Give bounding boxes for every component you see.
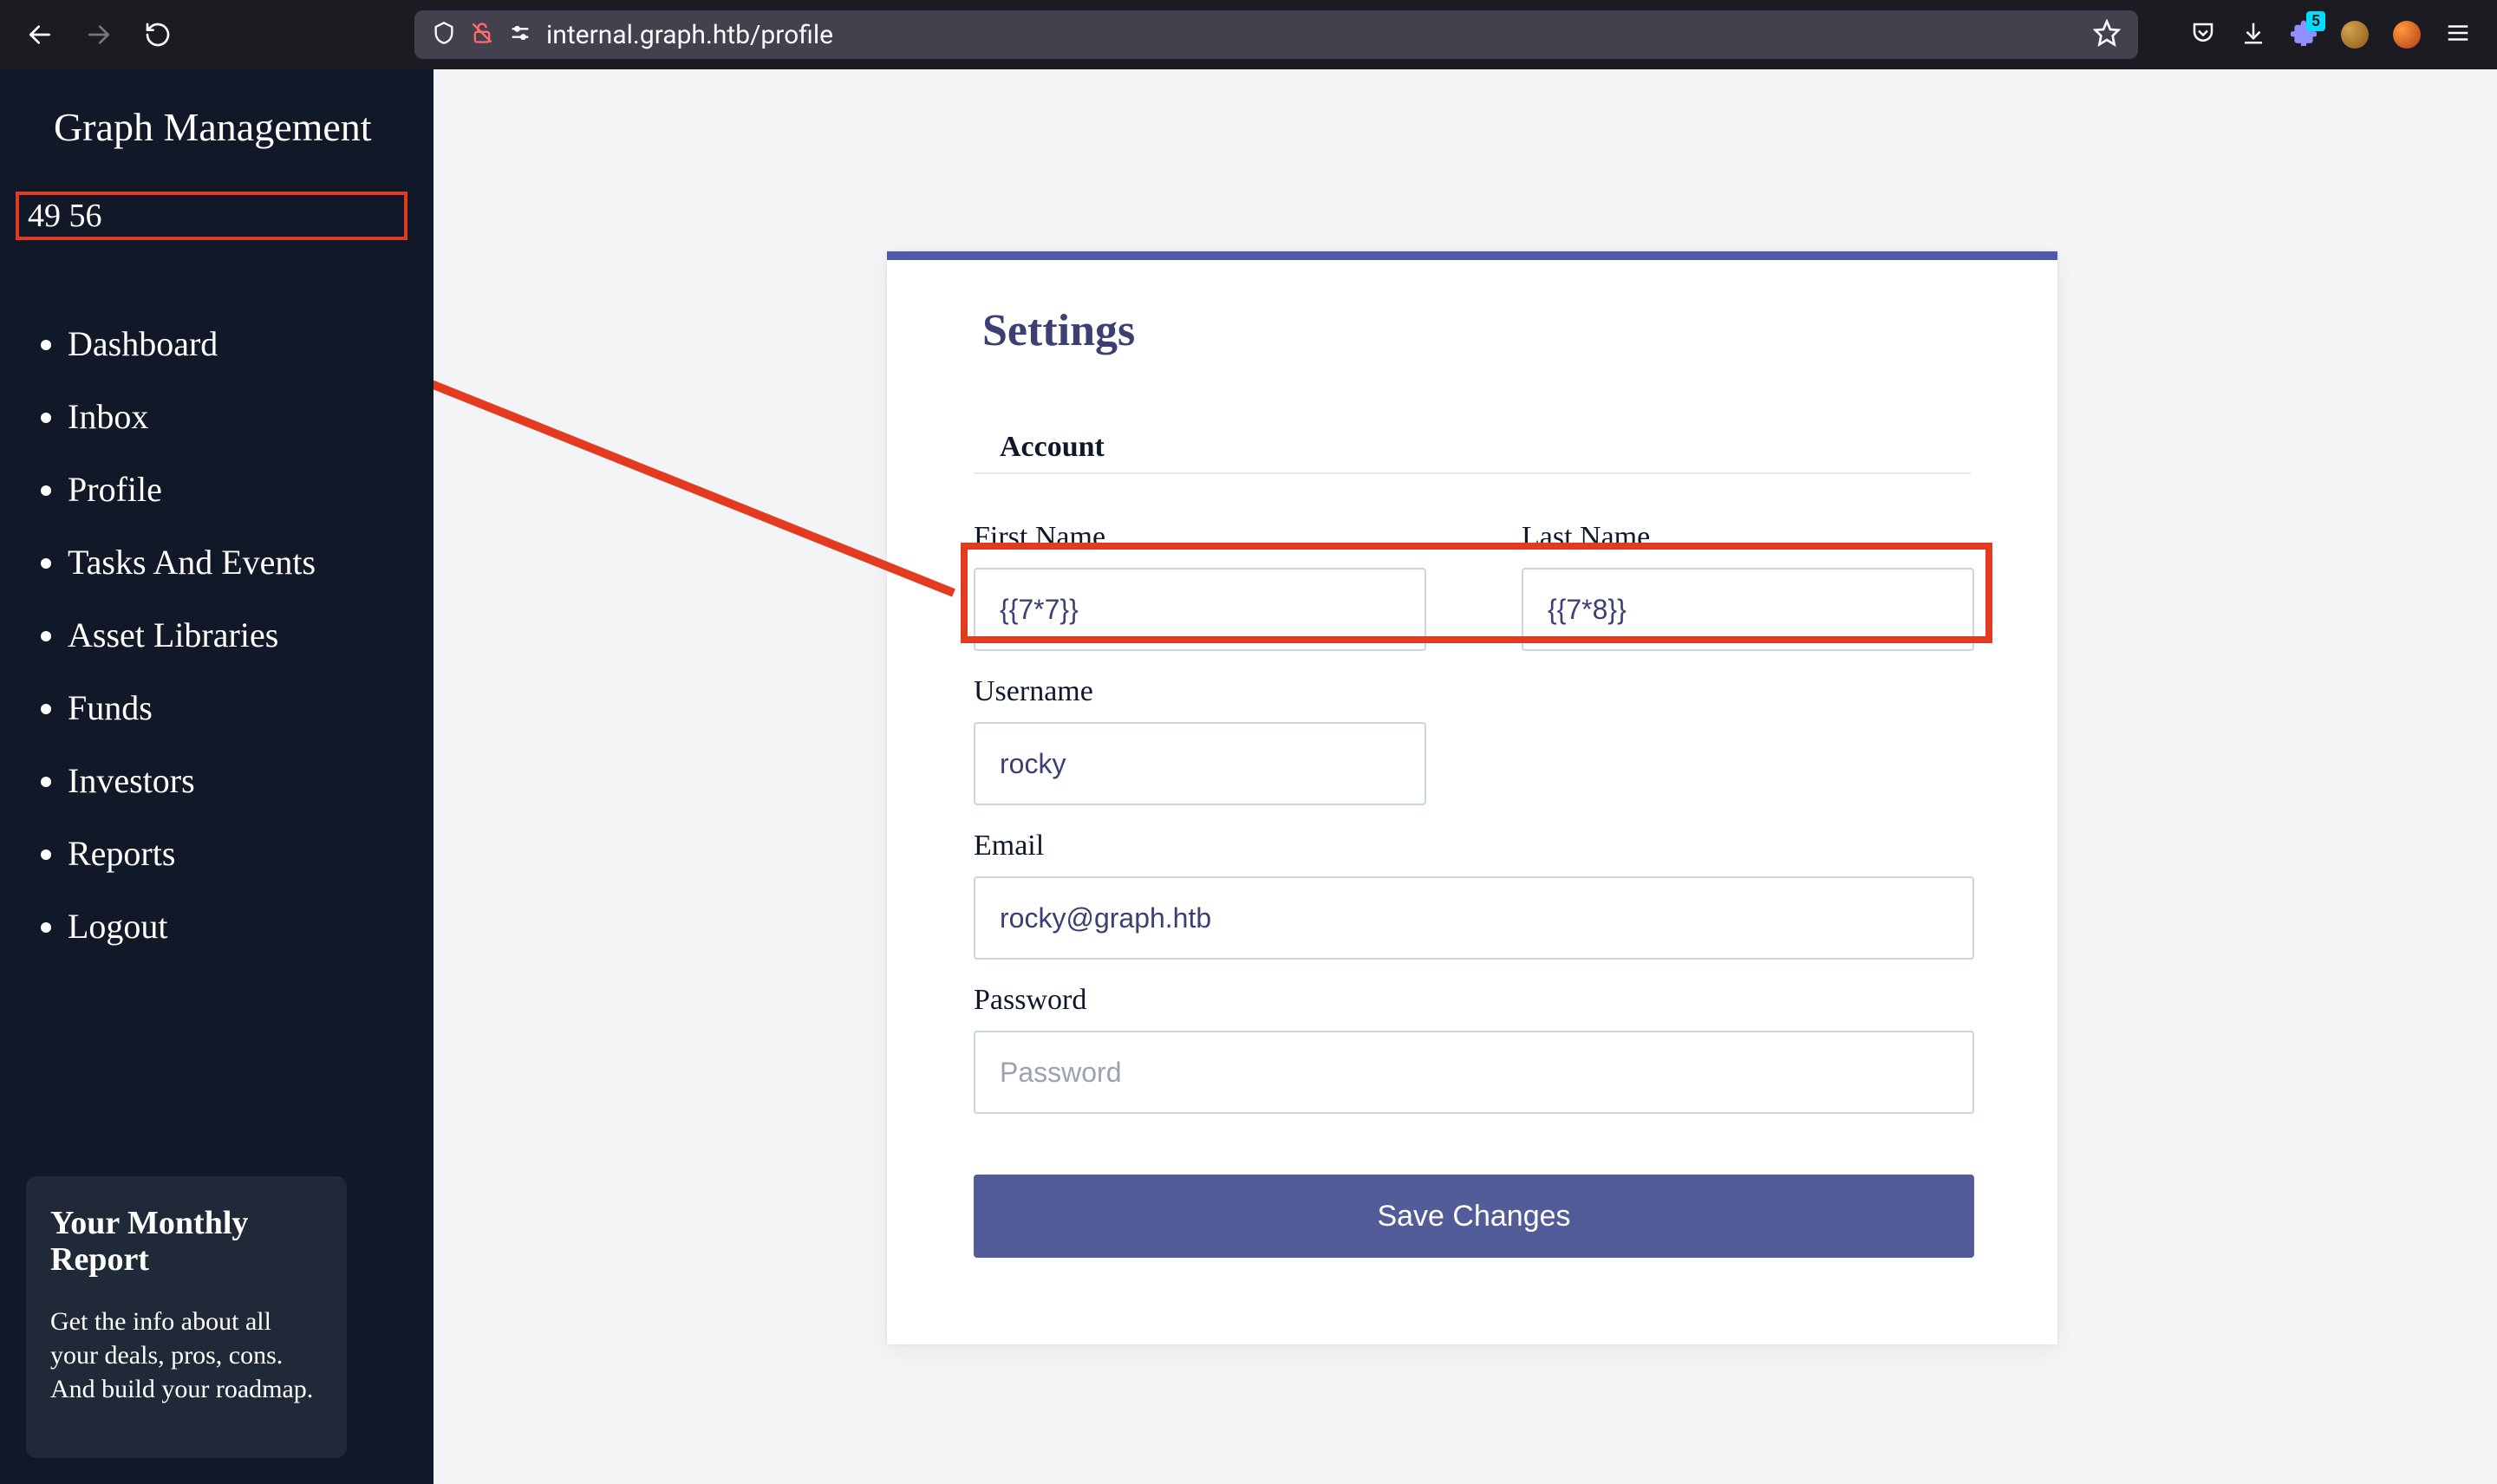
sidebar-item-reports[interactable]: Reports <box>68 836 407 871</box>
nav-buttons <box>26 21 172 49</box>
settings-title: Settings <box>974 305 1971 356</box>
bookmark-star-icon[interactable] <box>2093 19 2121 50</box>
email-field: Email <box>974 805 1974 960</box>
sidebar-item-funds[interactable]: Funds <box>68 691 407 726</box>
url-text[interactable]: internal.graph.htb/profile <box>546 20 2079 50</box>
first-name-field: First Name <box>974 497 1426 651</box>
settings-card: Settings Account First Name Last Name Us… <box>887 251 2057 1344</box>
lock-warning-icon[interactable] <box>470 21 494 49</box>
sidebar-item-asset-libraries[interactable]: Asset Libraries <box>68 618 407 653</box>
extensions-icon[interactable]: 5 <box>2291 20 2317 49</box>
promo-card: Your Monthly Report Get the info about a… <box>26 1176 347 1458</box>
pocket-icon[interactable] <box>2190 20 2216 49</box>
last-name-label: Last Name <box>1522 521 1974 554</box>
sidebar-nav: Dashboard Inbox Profile Tasks And Events… <box>26 327 407 982</box>
username-field: Username <box>974 651 1426 805</box>
last-name-field: Last Name <box>1522 497 1974 651</box>
username-input[interactable] <box>974 722 1426 805</box>
promo-text: Get the info about all your deals, pros,… <box>50 1305 323 1406</box>
username-label: Username <box>974 675 1426 708</box>
sidebar: Graph Management 49 56 Dashboard Inbox P… <box>0 69 434 1484</box>
user-display-box: 49 56 <box>16 192 407 240</box>
email-label: Email <box>974 830 1974 862</box>
reload-icon[interactable] <box>144 21 172 49</box>
sidebar-item-logout[interactable]: Logout <box>68 909 407 944</box>
email-input[interactable] <box>974 876 1974 960</box>
extensions-badge-count: 5 <box>2306 11 2325 31</box>
first-name-label: First Name <box>974 521 1426 554</box>
profile-avatar-icon[interactable] <box>2393 21 2421 49</box>
sidebar-item-investors[interactable]: Investors <box>68 764 407 798</box>
last-name-input[interactable] <box>1522 568 1974 651</box>
settings-form: First Name Last Name Username Email <box>974 497 1971 1258</box>
account-section-header: Account <box>974 431 1971 474</box>
brand-title: Graph Management <box>54 104 407 150</box>
back-icon[interactable] <box>26 21 54 49</box>
sidebar-item-dashboard[interactable]: Dashboard <box>68 327 407 361</box>
forward-icon[interactable] <box>85 21 113 49</box>
profile-cookie-icon[interactable] <box>2341 21 2369 49</box>
hamburger-menu-icon[interactable] <box>2445 20 2471 49</box>
save-row: Save Changes <box>974 1114 1974 1258</box>
password-input[interactable] <box>974 1031 1974 1114</box>
save-changes-button[interactable]: Save Changes <box>974 1175 1974 1258</box>
sidebar-item-profile[interactable]: Profile <box>68 472 407 507</box>
sidebar-item-tasks[interactable]: Tasks And Events <box>68 545 407 580</box>
main-content: Settings Account First Name Last Name Us… <box>434 69 2497 1484</box>
sidebar-item-inbox[interactable]: Inbox <box>68 400 407 434</box>
downloads-icon[interactable] <box>2240 20 2266 49</box>
toolbar-right-icons: 5 <box>2190 20 2471 49</box>
url-security-icons <box>432 21 532 49</box>
url-bar[interactable]: internal.graph.htb/profile <box>414 10 2138 59</box>
first-name-input[interactable] <box>974 568 1426 651</box>
shield-icon[interactable] <box>432 21 456 49</box>
browser-toolbar: internal.graph.htb/profile 5 <box>0 0 2497 69</box>
password-field: Password <box>974 960 1974 1114</box>
password-label: Password <box>974 984 1974 1017</box>
permissions-icon[interactable] <box>508 21 532 49</box>
promo-title: Your Monthly Report <box>50 1206 323 1279</box>
page-body: Graph Management 49 56 Dashboard Inbox P… <box>0 69 2497 1484</box>
